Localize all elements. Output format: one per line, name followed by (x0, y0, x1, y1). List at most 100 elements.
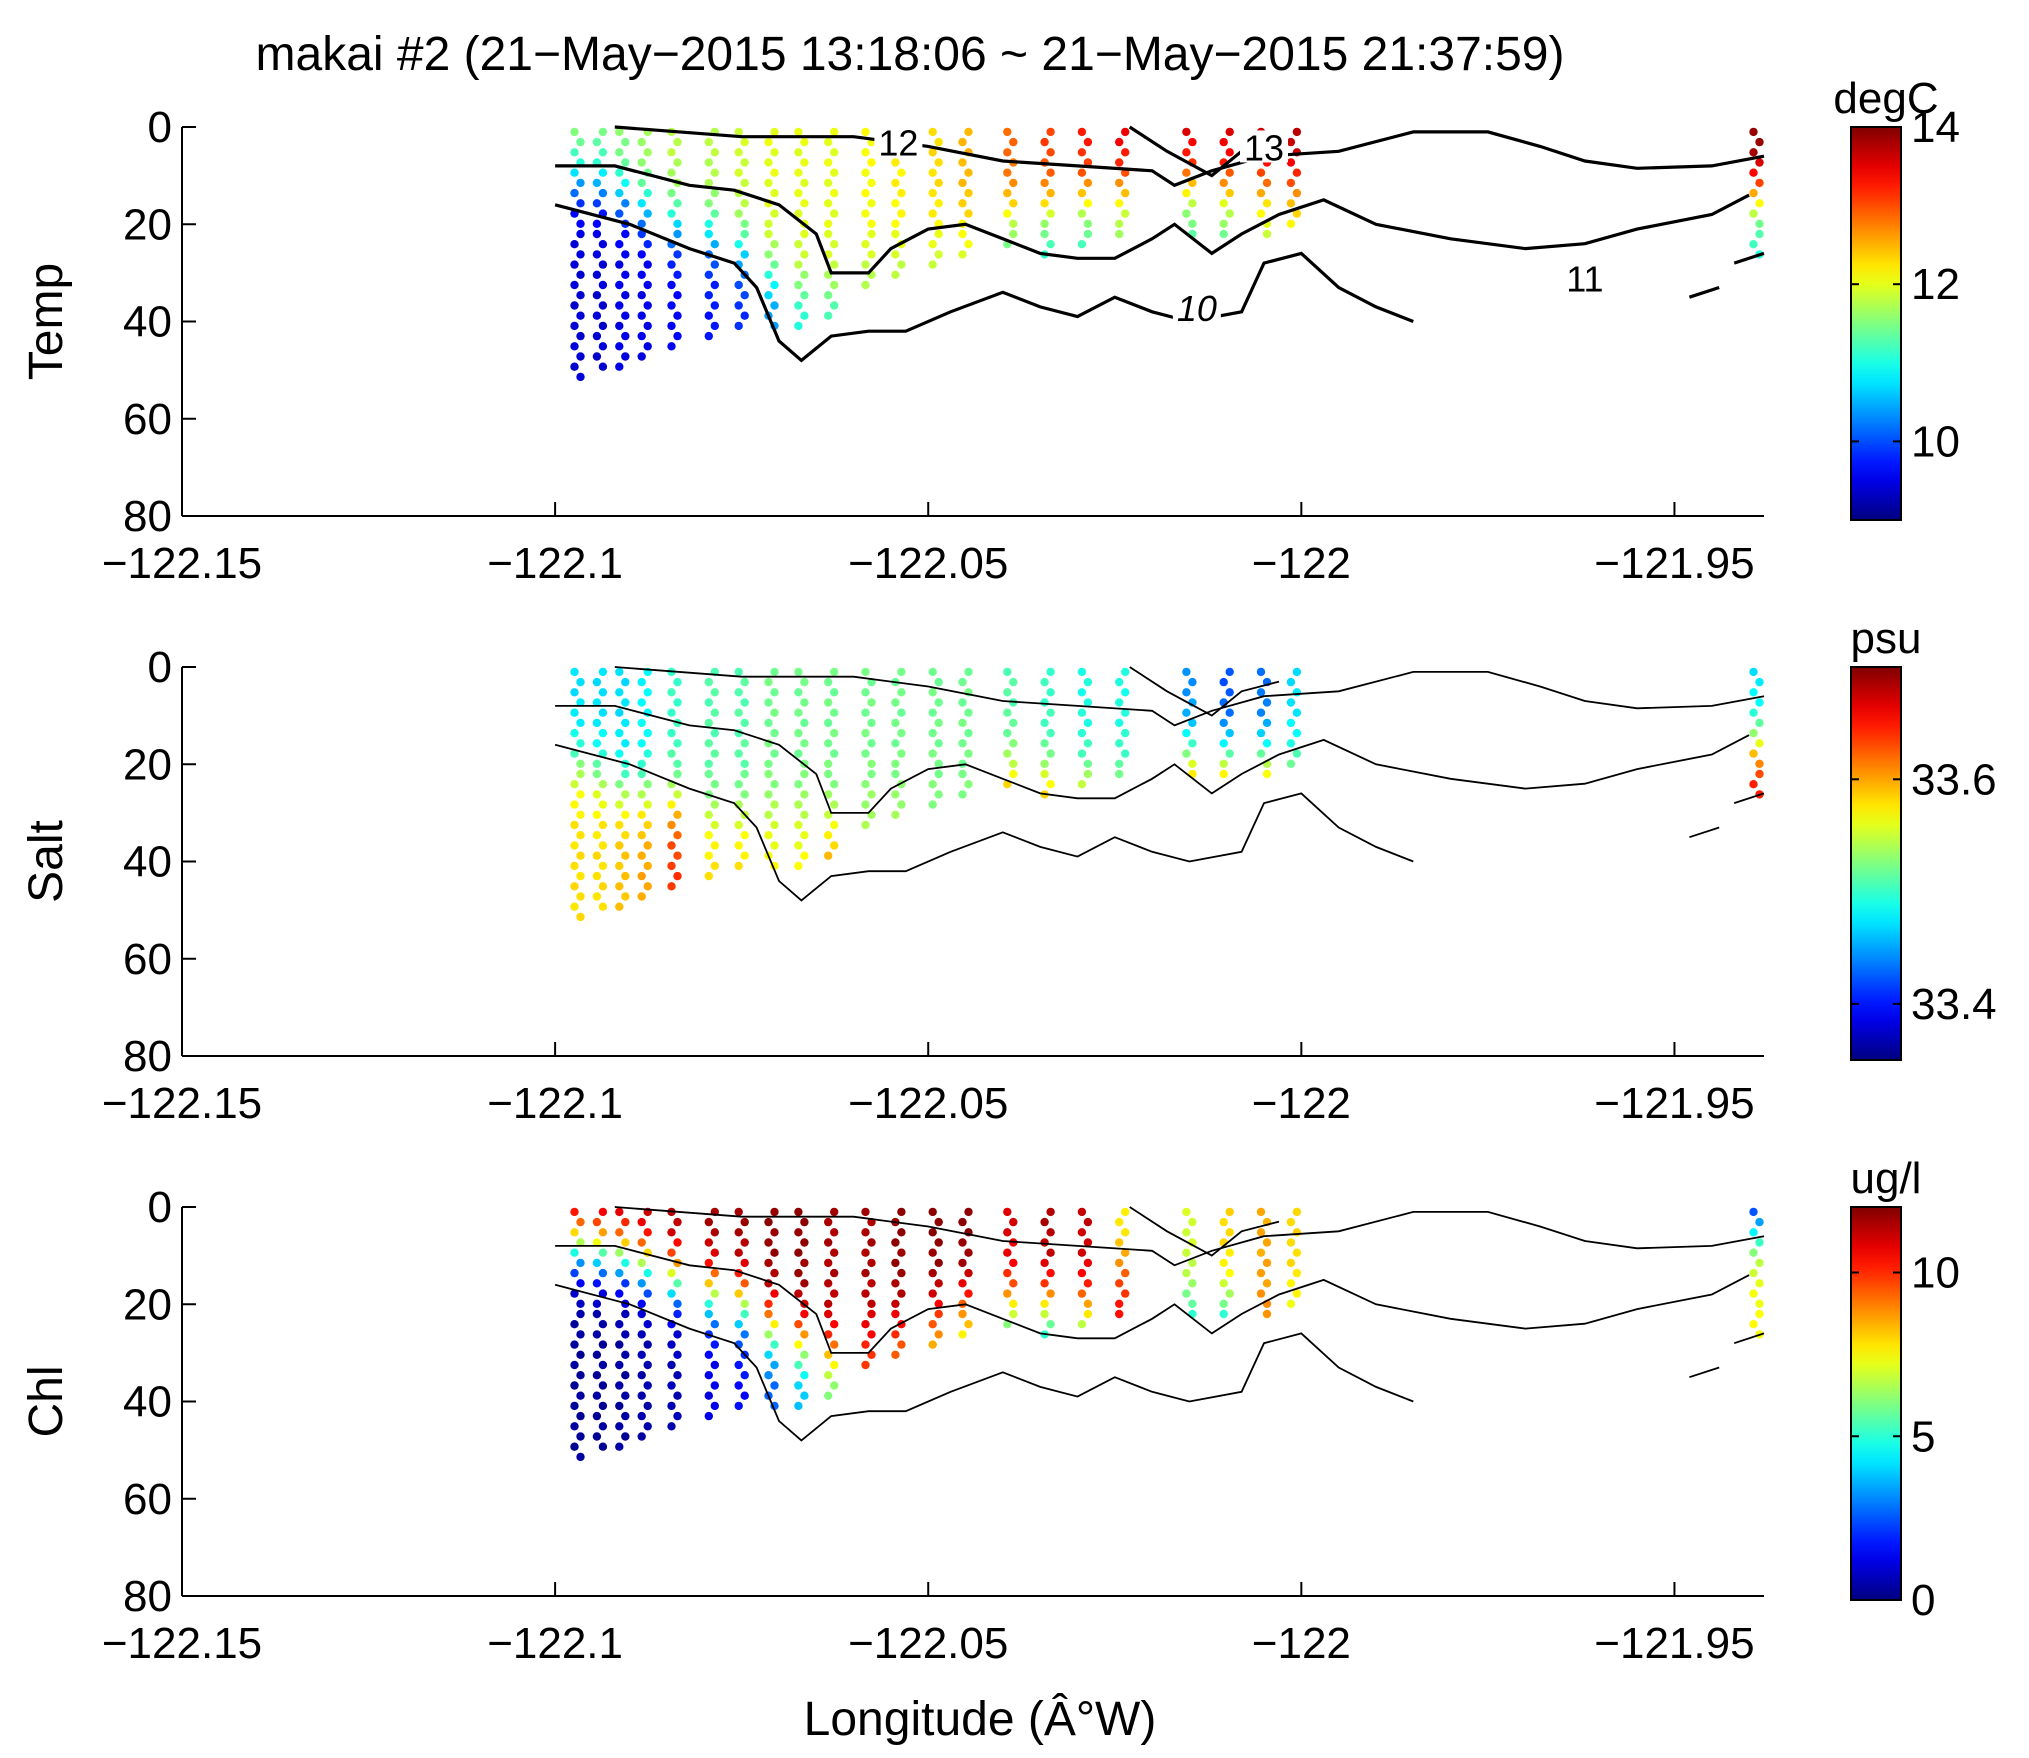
data-point (570, 841, 579, 850)
contour-line (554, 1283, 1414, 1442)
scatter-points (570, 127, 1764, 382)
data-point (764, 250, 773, 259)
data-point (637, 250, 646, 259)
data-point (621, 698, 630, 707)
data-point (1219, 759, 1228, 768)
data-point (592, 291, 602, 300)
data-point (1286, 739, 1296, 748)
data-point (891, 718, 900, 728)
data-point (740, 250, 749, 259)
data-point (673, 1238, 682, 1247)
data-point (621, 199, 630, 208)
x-tick-label: −122.05 (848, 539, 1008, 588)
data-point (1749, 168, 1758, 177)
data-point (958, 718, 967, 728)
data-point (1286, 718, 1296, 728)
data-point (958, 1330, 967, 1339)
data-point (710, 861, 719, 871)
data-point (770, 1381, 779, 1390)
data-point (1121, 188, 1130, 198)
data-point (1219, 1279, 1228, 1288)
data-point (1115, 137, 1124, 147)
data-point (1077, 1289, 1087, 1298)
data-point (1286, 677, 1296, 687)
data-point (891, 199, 900, 208)
data-point (1046, 688, 1055, 697)
data-point (964, 1268, 973, 1278)
data-point (958, 1279, 967, 1288)
data-point (1262, 1279, 1272, 1288)
data-point (764, 158, 773, 167)
data-point (710, 820, 719, 830)
data-point (1182, 749, 1191, 758)
data-point (794, 1360, 803, 1370)
contour-lines (554, 666, 1765, 902)
data-point (1083, 1299, 1093, 1309)
contour-label: 12 (878, 123, 918, 164)
data-point (1225, 127, 1234, 137)
data-point (1286, 1238, 1296, 1247)
data-point (1182, 1248, 1191, 1257)
data-point (615, 749, 624, 758)
data-point (621, 311, 630, 320)
data-point (1077, 708, 1087, 717)
data-point (934, 739, 943, 748)
data-point (621, 739, 630, 748)
data-point (1040, 1309, 1049, 1319)
data-point (1219, 677, 1228, 687)
data-point (1755, 718, 1764, 728)
data-point (667, 260, 676, 269)
data-point (964, 780, 973, 789)
data-point (958, 790, 967, 799)
data-point (570, 800, 579, 809)
data-point (1077, 667, 1087, 677)
data-point (570, 127, 579, 137)
data-point (643, 1320, 652, 1329)
data-point (1121, 688, 1130, 697)
data-point (570, 1207, 579, 1217)
y-tick-label: 20 (123, 1280, 172, 1329)
data-point (830, 260, 839, 269)
data-point (637, 892, 646, 901)
data-point (673, 1309, 682, 1319)
data-point (621, 1309, 630, 1319)
data-point (1182, 667, 1191, 677)
data-point (576, 1309, 585, 1319)
x-axis-label: Longitude (Â°W) (804, 1693, 1157, 1746)
data-point (704, 871, 713, 881)
data-point (667, 728, 676, 738)
data-point (673, 199, 682, 208)
data-point (667, 1381, 676, 1390)
data-point (794, 1248, 803, 1257)
data-point (673, 229, 682, 239)
data-point (576, 1371, 585, 1380)
data-point (1749, 688, 1758, 697)
data-point (891, 1350, 900, 1360)
data-point (710, 301, 719, 310)
data-point (830, 1320, 839, 1329)
data-point (621, 810, 630, 819)
data-point (615, 1289, 624, 1298)
data-point (615, 342, 624, 351)
data-point (1046, 188, 1055, 198)
data-point (615, 362, 624, 371)
data-point (824, 1238, 833, 1247)
data-point (1755, 158, 1764, 167)
data-point (673, 759, 682, 768)
y-tick-label: 60 (123, 935, 172, 984)
data-point (1121, 667, 1130, 677)
data-point (867, 759, 876, 768)
data-point (830, 280, 839, 290)
data-point (794, 168, 803, 177)
data-point (592, 1330, 602, 1339)
data-point (576, 178, 585, 188)
data-point (740, 1330, 749, 1339)
data-point (1003, 1207, 1012, 1217)
data-point (830, 148, 839, 157)
data-point (794, 321, 803, 331)
data-point (576, 769, 585, 779)
data-point (824, 698, 833, 707)
data-point (1003, 209, 1012, 218)
data-point (1749, 1207, 1758, 1217)
data-point (637, 1238, 646, 1247)
